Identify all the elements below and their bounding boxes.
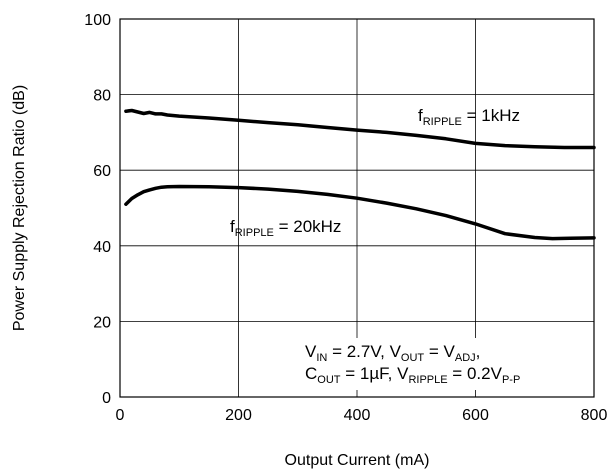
y-tick-label: 40 — [93, 239, 111, 256]
y-tick-label: 80 — [93, 88, 111, 105]
series-lines — [124, 108, 596, 241]
y-tick-labels: 0 20 40 60 80 100 — [84, 12, 111, 407]
x-tick-label: 800 — [581, 407, 608, 424]
series-line-1khz — [124, 108, 596, 150]
x-tick-label: 200 — [225, 407, 252, 424]
x-tick-label: 600 — [462, 407, 489, 424]
x-tick-label: 0 — [116, 407, 125, 424]
x-tick-label: 400 — [344, 407, 371, 424]
grid — [120, 19, 594, 397]
y-axis-label: Power Supply Rejection Ratio (dB) — [11, 85, 28, 331]
series-line-20khz — [124, 184, 596, 241]
y-tick-label: 100 — [84, 12, 111, 29]
series-label-20khz: fRIPPLE = 20kHz — [230, 217, 341, 239]
x-tick-labels: 0 200 400 600 800 — [116, 407, 608, 424]
y-tick-label: 20 — [93, 314, 111, 331]
y-tick-label: 0 — [102, 390, 111, 407]
conditions-annotation: VIN = 2.7V, VOUT = VADJ, COUT = 1µF, VRI… — [300, 338, 588, 390]
conditions-line-1: VIN = 2.7V, VOUT = VADJ, — [305, 342, 480, 364]
y-tick-label: 60 — [93, 163, 111, 180]
x-axis-label: Output Current (mA) — [285, 452, 430, 469]
plot-frame — [119, 18, 595, 398]
conditions-background — [300, 338, 588, 390]
series-label-1khz: fRIPPLE = 1kHz — [418, 106, 520, 128]
conditions-line-2: COUT = 1µF, VRIPPLE = 0.2VP-P — [305, 364, 520, 386]
